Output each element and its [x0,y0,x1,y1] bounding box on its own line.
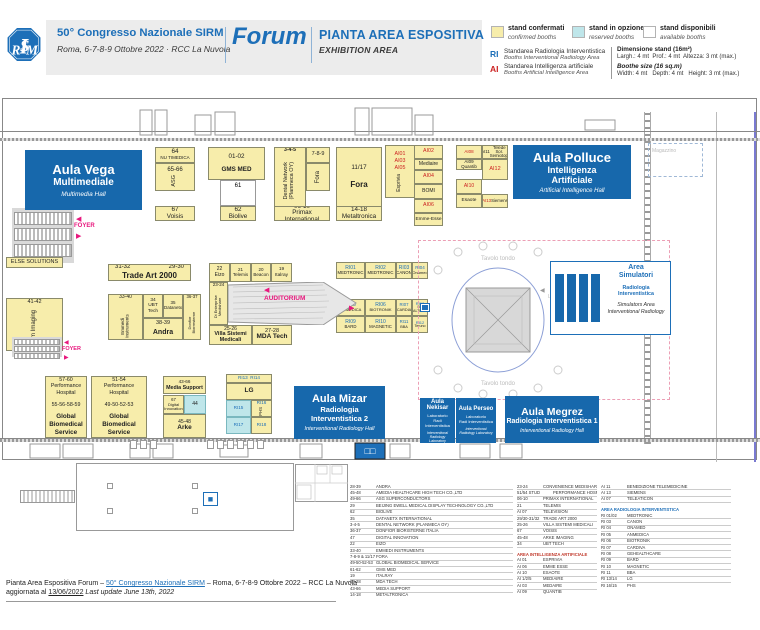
svg-text:Tavolo tondo: Tavolo tondo [481,256,516,262]
svg-text:□□: □□ [365,446,376,456]
svg-text:R: R [11,42,21,57]
svg-text:Tavolo tondo: Tavolo tondo [481,381,516,387]
svg-text:M: M [25,42,39,57]
